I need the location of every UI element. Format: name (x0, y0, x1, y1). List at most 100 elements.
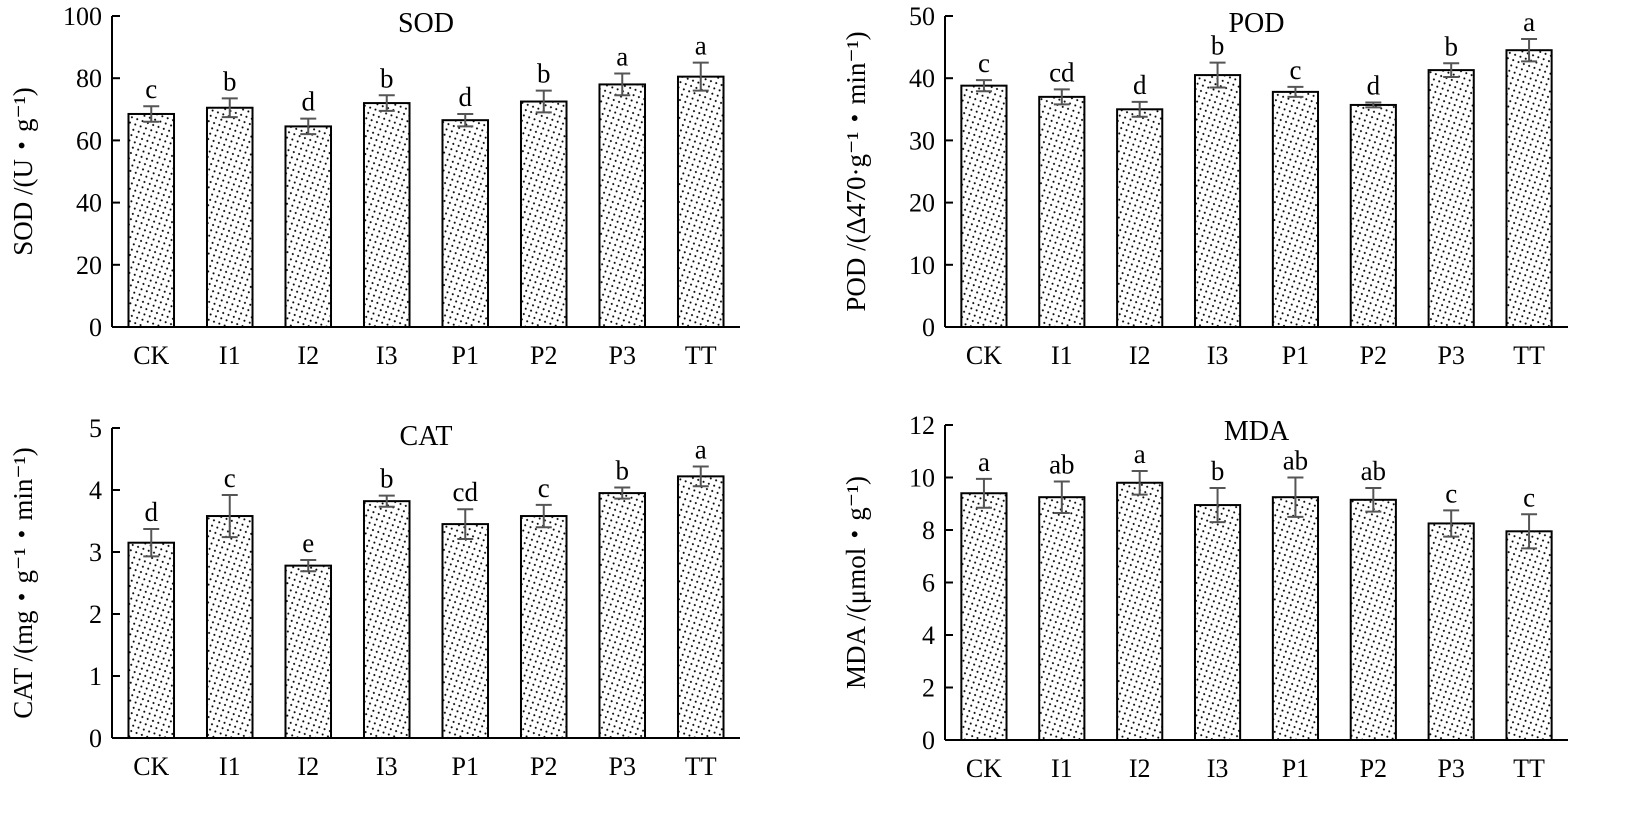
bar-ck (127, 541, 176, 740)
bar-p2 (1349, 103, 1397, 328)
bar-ck (127, 112, 176, 328)
significance-letter: ab (1283, 446, 1308, 476)
y-tick-label: 5 (89, 414, 102, 443)
x-tick-label: I2 (297, 752, 319, 781)
y-tick-label: 10 (909, 251, 935, 280)
chart-title: POD (1228, 8, 1284, 39)
y-tick-label: 10 (909, 464, 935, 493)
bar-i3 (362, 500, 411, 739)
x-tick-label: I1 (219, 341, 241, 370)
x-tick-label: CK (966, 754, 1002, 783)
significance-letter: c (224, 463, 236, 493)
bar-p1 (441, 523, 490, 739)
x-tick-label: TT (1513, 754, 1545, 783)
x-tick-label: I3 (1207, 341, 1229, 370)
bar-i3 (1193, 74, 1242, 328)
y-tick-label: 20 (76, 251, 102, 280)
significance-letter: c (1445, 478, 1457, 508)
significance-letter: cd (1049, 57, 1075, 87)
x-tick-label: P3 (1437, 754, 1464, 783)
bar-tt (676, 475, 725, 739)
x-tick-label: CK (966, 341, 1002, 370)
y-tick-label: 0 (89, 313, 102, 342)
y-tick-label: 12 (909, 411, 935, 440)
x-tick-label: P3 (609, 341, 636, 370)
y-tick-label: 6 (922, 569, 935, 598)
significance-letter: d (1133, 70, 1147, 100)
y-tick-label: 20 (909, 189, 935, 218)
bar-i1 (205, 515, 254, 739)
bar-i2 (1116, 481, 1164, 741)
significance-letter: a (1523, 7, 1535, 37)
significance-letter: a (1134, 439, 1146, 469)
significance-letter: c (978, 48, 990, 78)
bar-tt (1505, 49, 1553, 329)
x-tick-label: P3 (1437, 341, 1464, 370)
chart-title: SOD (398, 8, 454, 39)
bar-i2 (284, 564, 333, 740)
y-tick-label: 4 (922, 621, 935, 650)
significance-letter: b (537, 59, 551, 89)
significance-letter: d (145, 497, 159, 527)
y-axis-label: MDA /(μmol・g⁻¹) (841, 476, 871, 689)
y-axis-label: POD /(Δ470·g⁻¹・min⁻¹) (841, 31, 871, 311)
significance-letter: a (695, 31, 707, 61)
y-tick-label: 2 (922, 674, 935, 703)
significance-letter: a (616, 42, 628, 72)
x-tick-label: I3 (376, 341, 398, 370)
x-tick-label: CK (133, 341, 169, 370)
y-tick-label: 8 (922, 516, 935, 545)
y-tick-label: 30 (909, 126, 935, 155)
y-tick-label: 60 (76, 126, 102, 155)
bar-i2 (284, 125, 333, 328)
bar-p2 (519, 515, 568, 739)
bar-ck (960, 492, 1008, 741)
x-tick-label: I3 (376, 752, 398, 781)
significance-letter: d (459, 82, 473, 112)
x-tick-label: P2 (530, 752, 557, 781)
bar-i3 (1193, 504, 1242, 741)
significance-letter: a (695, 434, 707, 464)
bar-i1 (1038, 496, 1086, 741)
significance-letter: b (1444, 31, 1458, 61)
chart-title: CAT (400, 421, 453, 452)
significance-letter: c (145, 74, 157, 104)
significance-letter: b (380, 464, 394, 494)
bar-ck (960, 84, 1008, 328)
x-tick-label: I3 (1207, 754, 1229, 783)
bar-p3 (598, 83, 647, 328)
x-tick-label: I2 (297, 341, 319, 370)
y-tick-label: 50 (909, 2, 935, 31)
bar-tt (676, 75, 725, 328)
y-tick-label: 0 (89, 724, 102, 753)
significance-letter: b (223, 66, 237, 96)
y-tick-label: 100 (63, 2, 102, 31)
significance-letter: b (380, 63, 394, 93)
significance-letter: d (1367, 70, 1381, 100)
x-tick-label: P1 (452, 341, 479, 370)
bar-p2 (1349, 498, 1397, 741)
x-tick-label: P3 (609, 752, 636, 781)
significance-letter: c (1523, 482, 1535, 512)
significance-letter: c (538, 473, 550, 503)
significance-letter: b (616, 456, 630, 486)
significance-letter: a (978, 447, 990, 477)
x-tick-label: TT (685, 341, 717, 370)
bar-i1 (205, 106, 254, 329)
x-tick-label: P2 (530, 341, 557, 370)
bar-p1 (441, 119, 490, 328)
y-axis-label: CAT /(mg・g⁻¹・min⁻¹) (8, 447, 38, 718)
chart-panel-mda: 0 2 4 6 8 10 12 MDA MDA /(μmol・g⁻¹) a CK ab I1 a I2 b I3… (841, 411, 1568, 783)
x-tick-label: P2 (1360, 341, 1387, 370)
x-tick-label: TT (685, 752, 717, 781)
bar-tt (1505, 530, 1553, 741)
bar-i3 (362, 102, 411, 328)
significance-letter: b (1211, 456, 1225, 486)
bar-p3 (598, 492, 647, 739)
significance-letter: e (302, 528, 314, 558)
x-tick-label: I1 (1051, 341, 1073, 370)
chart-panel-cat: 0 1 2 3 4 5 CAT CAT /(mg・g⁻¹・min⁻¹) d CK c I1 e I2 b I3… (8, 414, 740, 781)
y-tick-label: 0 (922, 726, 935, 755)
